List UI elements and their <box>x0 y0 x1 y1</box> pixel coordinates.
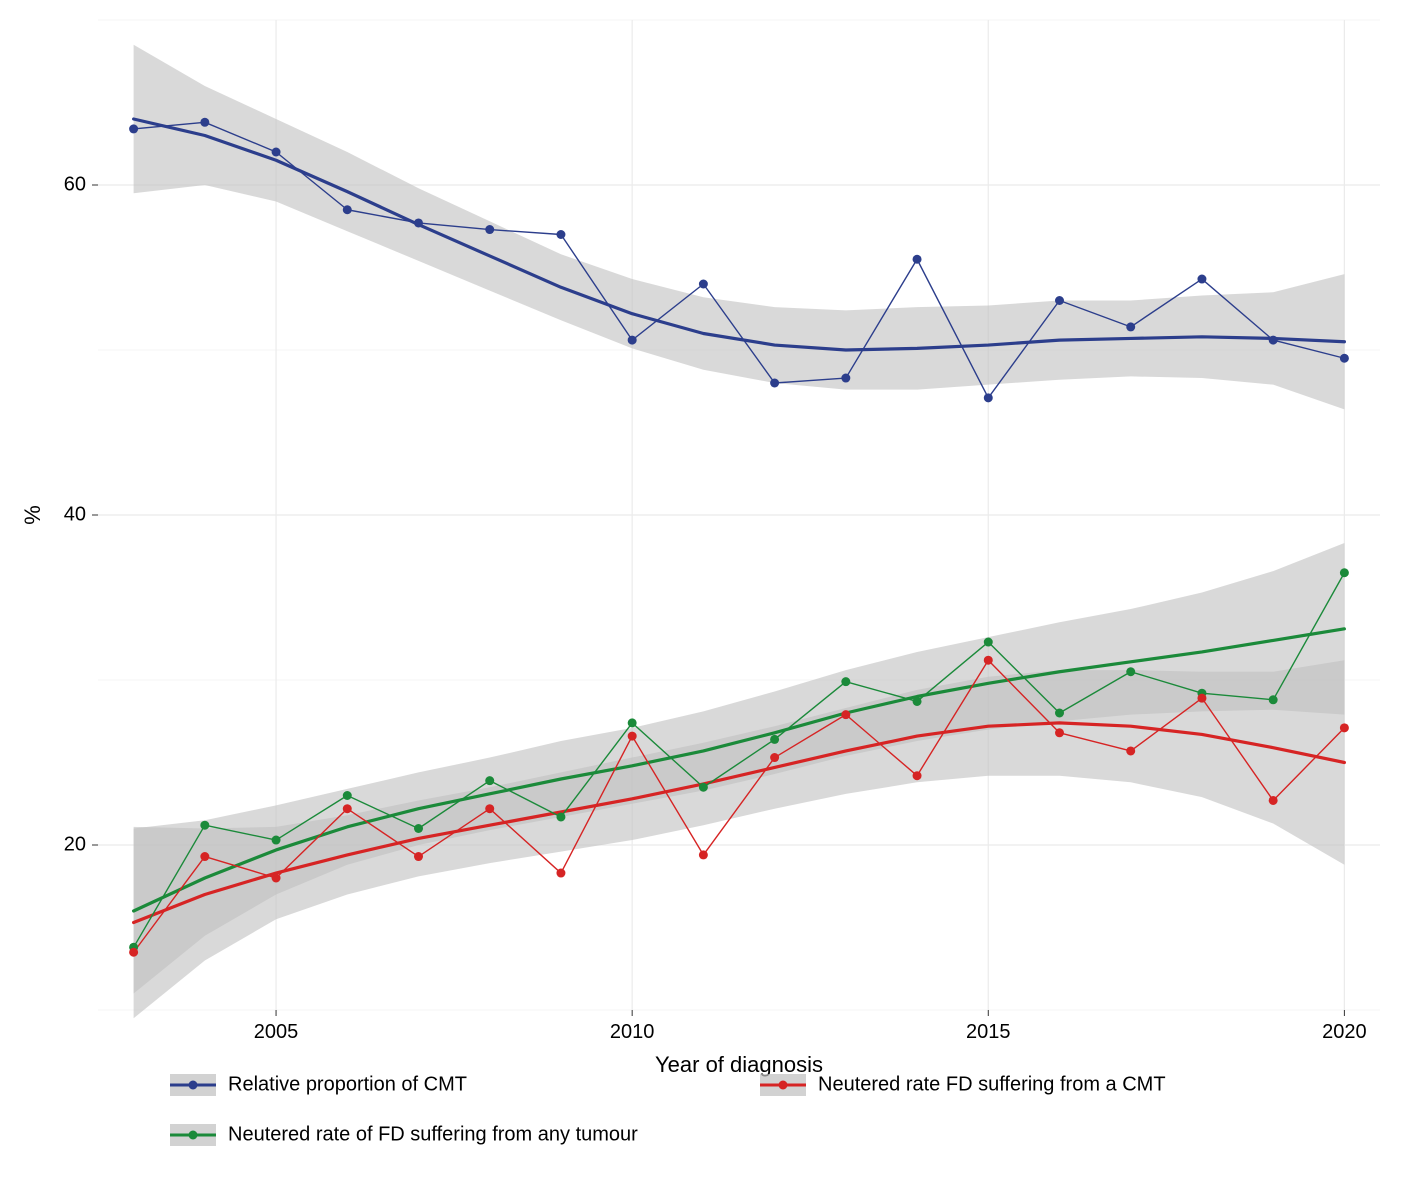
point-any_tumour <box>343 791 352 800</box>
point-cmt <box>272 148 281 157</box>
point-cmt_neutered <box>485 804 494 813</box>
point-any_tumour <box>200 821 209 830</box>
point-cmt <box>984 393 993 402</box>
point-cmt_neutered <box>129 948 138 957</box>
point-cmt <box>913 255 922 264</box>
point-cmt_neutered <box>913 771 922 780</box>
svg-text:Year of diagnosis: Year of diagnosis <box>655 1052 823 1077</box>
point-cmt_neutered <box>1055 728 1064 737</box>
point-any_tumour <box>984 638 993 647</box>
svg-text:20: 20 <box>64 833 86 855</box>
point-cmt <box>414 218 423 227</box>
point-cmt_neutered <box>200 852 209 861</box>
legend-point <box>779 1081 788 1090</box>
svg-text:2015: 2015 <box>966 1021 1011 1043</box>
point-cmt <box>556 230 565 239</box>
point-cmt <box>200 118 209 127</box>
point-cmt_neutered <box>1340 723 1349 732</box>
point-any_tumour <box>841 677 850 686</box>
point-cmt <box>770 379 779 388</box>
point-cmt_neutered <box>343 804 352 813</box>
point-any_tumour <box>485 776 494 785</box>
point-cmt <box>699 280 708 289</box>
point-cmt <box>1340 354 1349 363</box>
point-cmt <box>841 374 850 383</box>
point-any_tumour <box>1126 667 1135 676</box>
line-chart: 2005201020152020204060Year of diagnosis%… <box>0 0 1416 1197</box>
point-cmt_neutered <box>272 874 281 883</box>
legend-point <box>189 1081 198 1090</box>
point-any_tumour <box>913 697 922 706</box>
point-cmt_neutered <box>1126 746 1135 755</box>
point-cmt <box>129 124 138 133</box>
svg-text:60: 60 <box>64 173 86 195</box>
point-cmt_neutered <box>699 850 708 859</box>
svg-text:2005: 2005 <box>254 1021 299 1043</box>
point-cmt <box>485 225 494 234</box>
chart-container: 2005201020152020204060Year of diagnosis%… <box>0 0 1416 1197</box>
point-cmt_neutered <box>414 852 423 861</box>
point-any_tumour <box>1340 568 1349 577</box>
legend-point <box>189 1131 198 1140</box>
point-any_tumour <box>699 783 708 792</box>
point-any_tumour <box>1055 709 1064 718</box>
point-cmt_neutered <box>1269 796 1278 805</box>
point-cmt_neutered <box>770 753 779 762</box>
point-any_tumour <box>1269 695 1278 704</box>
svg-text:Neutered rate of FD suffering: Neutered rate of FD suffering from any t… <box>228 1123 638 1145</box>
svg-text:Relative proportion of CMT: Relative proportion of CMT <box>228 1073 467 1095</box>
svg-text:2020: 2020 <box>1322 1021 1367 1043</box>
point-cmt <box>1197 275 1206 284</box>
svg-text:40: 40 <box>64 503 86 525</box>
point-any_tumour <box>770 735 779 744</box>
point-any_tumour <box>628 718 637 727</box>
point-cmt <box>1055 296 1064 305</box>
point-cmt_neutered <box>556 869 565 878</box>
svg-text:Neutered rate FD suffering fro: Neutered rate FD suffering from a CMT <box>818 1073 1166 1095</box>
point-cmt <box>1269 336 1278 345</box>
point-cmt_neutered <box>1197 694 1206 703</box>
point-cmt_neutered <box>841 710 850 719</box>
point-cmt_neutered <box>628 732 637 741</box>
svg-text:%: % <box>20 505 45 525</box>
point-cmt <box>628 336 637 345</box>
point-any_tumour <box>414 824 423 833</box>
point-cmt <box>1126 322 1135 331</box>
point-cmt <box>343 205 352 214</box>
svg-text:2010: 2010 <box>610 1021 655 1043</box>
point-any_tumour <box>272 836 281 845</box>
point-any_tumour <box>556 812 565 821</box>
point-cmt_neutered <box>984 656 993 665</box>
